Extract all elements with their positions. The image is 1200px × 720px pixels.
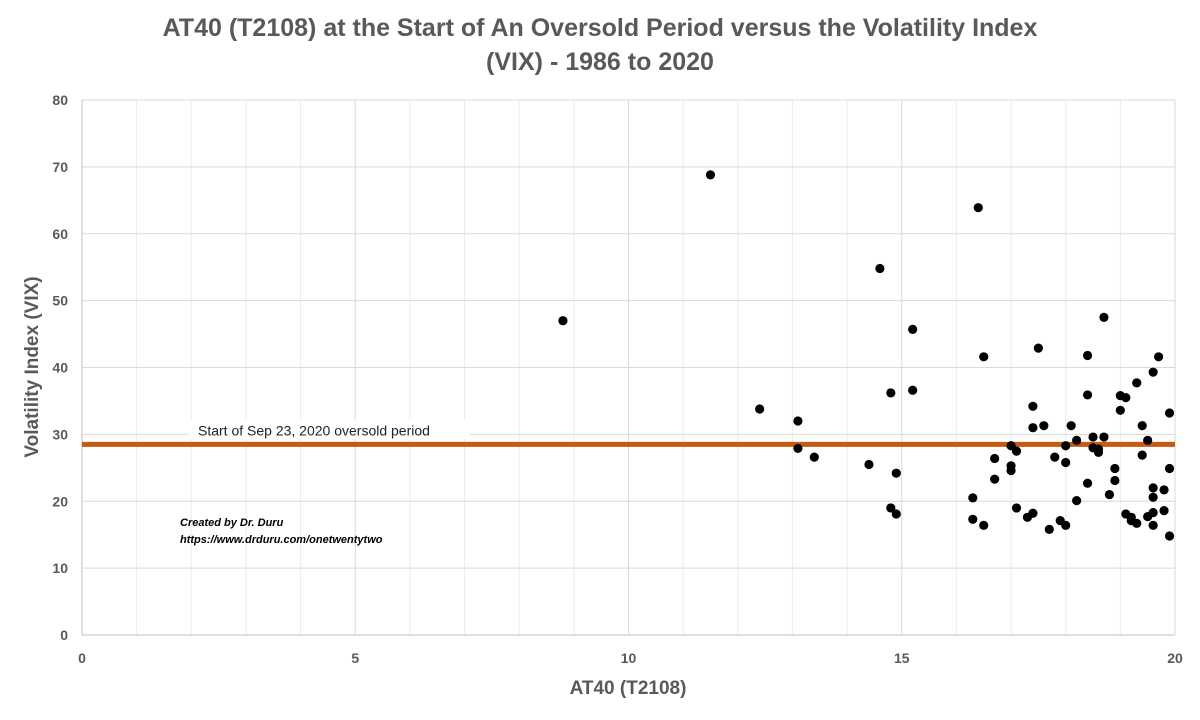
data-point [968, 514, 978, 524]
y-axis-title: Volatility Index (VIX) [22, 276, 43, 457]
credit-line-1: Created by Dr. Duru [180, 517, 284, 529]
data-point [1006, 465, 1016, 476]
data-point [1121, 392, 1131, 403]
data-point [1148, 483, 1158, 493]
data-point [1159, 506, 1169, 516]
data-point [1066, 421, 1076, 431]
reference-label-background [188, 420, 470, 440]
data-point [1039, 421, 1049, 431]
x-tick-label: 20 [1167, 650, 1183, 666]
data-point [809, 452, 819, 462]
data-point [1110, 463, 1120, 474]
data-point [1093, 444, 1104, 454]
y-tick-label: 20 [52, 493, 68, 509]
data-point [886, 503, 896, 513]
data-point [1154, 352, 1164, 362]
data-point [1115, 405, 1125, 415]
data-point [1164, 463, 1175, 474]
data-point [1148, 508, 1158, 518]
y-tick-label: 30 [52, 426, 68, 442]
data-point [1028, 508, 1038, 518]
data-point [1011, 446, 1022, 456]
data-point [558, 316, 568, 326]
data-point [1104, 489, 1115, 500]
y-tick-label: 80 [52, 92, 68, 108]
data-point [968, 493, 978, 503]
data-point [1148, 520, 1158, 530]
reference-line-label: Start of Sep 23, 2020 oversold period [198, 422, 430, 438]
data-point [1164, 408, 1175, 418]
x-tick-label: 15 [894, 650, 910, 666]
data-point [1137, 450, 1147, 460]
y-tick-label: 10 [52, 560, 68, 576]
data-point [1099, 432, 1109, 442]
data-point [891, 509, 901, 519]
data-point [1082, 350, 1093, 361]
data-point [886, 388, 896, 398]
data-point [1033, 343, 1043, 353]
x-tick-label: 5 [351, 650, 359, 666]
data-point [1072, 435, 1082, 445]
data-point [1099, 312, 1109, 322]
credit-line-2: https://www.drduru.com/onetwentytwo [180, 534, 383, 546]
data-point [1044, 524, 1054, 534]
data-point [1143, 435, 1153, 445]
data-point [875, 263, 885, 274]
data-point [908, 324, 918, 334]
data-point [1061, 441, 1071, 451]
data-point [1050, 452, 1060, 462]
data-point [1028, 401, 1038, 411]
data-point [1028, 423, 1038, 433]
data-point [1132, 518, 1142, 528]
data-point [1061, 520, 1071, 530]
y-tick-label: 60 [52, 226, 68, 242]
chart-title-line-2: (VIX) - 1986 to 2020 [486, 48, 714, 76]
chart-title-line-1: AT40 (T2108) at the Start of An Oversold… [162, 14, 1038, 42]
data-point [755, 404, 765, 414]
data-point [705, 170, 716, 180]
data-point [891, 468, 901, 478]
data-point [793, 416, 803, 426]
x-tick-label: 0 [78, 650, 86, 666]
data-point [1148, 367, 1158, 377]
data-point [979, 520, 989, 530]
data-point [1082, 478, 1093, 488]
y-tick-label: 50 [52, 293, 68, 309]
data-point [1110, 475, 1120, 486]
major-gridlines [81, 99, 1176, 636]
data-point [1061, 457, 1071, 468]
data-point [973, 203, 983, 213]
data-point [1132, 378, 1142, 388]
data-point [1148, 492, 1158, 502]
y-tick-label: 0 [60, 627, 68, 643]
data-point [1159, 485, 1169, 495]
data-point [793, 443, 803, 454]
data-point [864, 459, 874, 470]
data-point [1137, 421, 1147, 431]
data-point [1082, 390, 1093, 400]
data-point [979, 352, 989, 362]
reference-line-group: Start of Sep 23, 2020 oversold period [82, 420, 1175, 447]
data-point [1164, 531, 1175, 541]
data-point [908, 385, 918, 395]
y-tick-label: 40 [52, 360, 68, 376]
x-axis-ticks: 0 5 10 15 20 [78, 650, 1183, 666]
data-points [558, 170, 1175, 541]
data-point [990, 474, 1000, 484]
x-tick-label: 10 [621, 650, 637, 666]
y-tick-label: 70 [52, 159, 68, 175]
y-axis-ticks: 0 10 20 30 40 50 60 70 80 [52, 92, 68, 643]
data-point [990, 453, 1000, 464]
data-point [1088, 432, 1098, 442]
x-axis-title: AT40 (T2108) [570, 678, 687, 699]
data-point [1011, 503, 1022, 513]
data-point [1072, 495, 1082, 506]
